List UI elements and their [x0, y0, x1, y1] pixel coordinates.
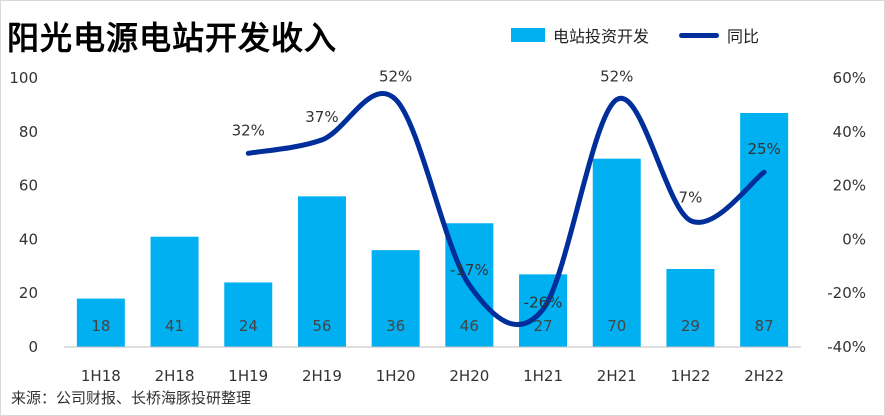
line-value-label: 37%	[305, 108, 338, 126]
line-value-label: -17%	[450, 261, 489, 279]
x-tick-label: 2H20	[449, 367, 489, 385]
y-left-tick-label: 100	[9, 69, 38, 87]
bar-1H18	[76, 298, 125, 347]
y-left-tick-label: 0	[28, 338, 38, 356]
line-group	[245, 90, 767, 328]
y-left-tick-label: 60	[19, 177, 38, 195]
bar-value-label: 70	[607, 317, 626, 335]
bar-value-label: 56	[312, 317, 331, 335]
chart-title: 阳光电源电站开发收入	[7, 19, 338, 57]
bar-value-label: 41	[165, 317, 184, 335]
legend: 电站投资开发 同比	[511, 23, 759, 47]
x-tick-label: 1H19	[228, 367, 268, 385]
x-tick-label: 1H22	[670, 367, 710, 385]
bar-2H18	[150, 236, 199, 347]
y-right-tick-label: 60%	[833, 69, 866, 87]
bar-2H22	[740, 112, 789, 347]
y-left-tick-label: 40	[19, 230, 38, 248]
bar-1H19	[224, 282, 273, 347]
y-left-tick-label: 80	[19, 123, 38, 141]
line-value-label: 52%	[379, 68, 412, 86]
source-note: 来源：公司财报、长桥海豚投研整理	[11, 389, 252, 407]
x-tick-label: 2H18	[155, 367, 195, 385]
line-value-label: 25%	[747, 140, 780, 158]
line-value-label: 32%	[232, 121, 265, 139]
x-tick-label: 2H19	[302, 367, 342, 385]
legend-line-label: 同比	[727, 27, 760, 46]
bar-value-label: 27	[534, 317, 553, 335]
line-value-label: 52%	[600, 68, 633, 86]
line-value-label: -26%	[524, 293, 563, 311]
axes-group: 0 20 40 60 80 100 -40% -20% 0% 20% 40% 60% 1H18 2H18 1…	[9, 69, 866, 385]
bar-value-label: 29	[681, 317, 700, 335]
y-left-tick-label: 20	[19, 284, 38, 302]
bar-value-label: 24	[239, 317, 258, 335]
y-right-tick-label: -20%	[827, 284, 866, 302]
y-right-tick-label: 0%	[842, 230, 866, 248]
x-tick-label: 2H22	[744, 367, 784, 385]
line-value-label: 7%	[679, 189, 703, 207]
x-tick-label: 2H21	[597, 367, 637, 385]
bar-value-label: 18	[91, 317, 110, 335]
x-tick-label: 1H18	[81, 367, 121, 385]
bar-value-label: 46	[460, 317, 479, 335]
legend-line-swatch	[679, 32, 720, 38]
y-right-tick-label: 20%	[833, 177, 866, 195]
legend-bar-label: 电站投资开发	[553, 27, 650, 46]
x-tick-label: 1H20	[376, 367, 416, 385]
bar-1H20	[371, 250, 420, 347]
yoy-line	[245, 90, 767, 328]
bar-value-label: 87	[755, 317, 774, 335]
y-right-tick-label: 40%	[833, 123, 866, 141]
bar-1H22	[666, 268, 715, 347]
bar-2H19	[297, 196, 346, 347]
label-group: 18 41 24 56 36 46 27 70 29 87 32% 37% 52% -17% -26% 52%…	[91, 68, 781, 335]
bar-group	[76, 112, 789, 347]
legend-bar-swatch	[511, 28, 545, 42]
bar-value-label: 36	[386, 317, 405, 335]
x-tick-label: 1H21	[523, 367, 563, 385]
bar-2H21	[592, 158, 641, 347]
y-right-tick-label: -40%	[827, 338, 866, 356]
